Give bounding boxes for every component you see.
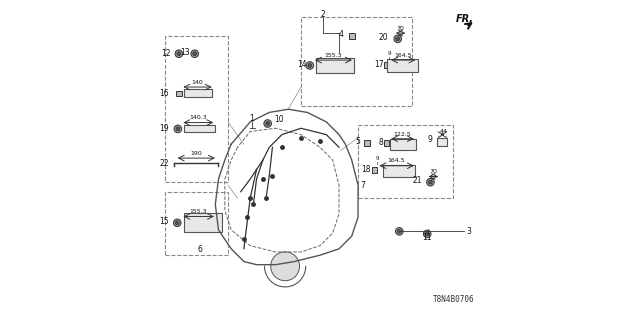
Bar: [383, 165, 415, 177]
Text: 122.5: 122.5: [394, 132, 412, 137]
Circle shape: [424, 230, 431, 238]
Text: 164.5: 164.5: [394, 53, 412, 58]
Text: 155.3: 155.3: [189, 209, 207, 214]
Text: 9: 9: [387, 51, 391, 56]
Bar: [384, 62, 390, 68]
Circle shape: [308, 64, 312, 68]
Circle shape: [174, 125, 182, 133]
Circle shape: [173, 219, 181, 227]
Bar: [184, 89, 212, 97]
Circle shape: [191, 50, 198, 58]
Text: 70: 70: [397, 26, 404, 31]
Circle shape: [429, 180, 432, 184]
Text: 140: 140: [191, 79, 204, 84]
Bar: [301, 17, 412, 106]
Text: 8: 8: [378, 138, 383, 147]
Circle shape: [177, 52, 180, 56]
Text: 18: 18: [361, 165, 371, 174]
Bar: [387, 59, 419, 72]
Text: 7: 7: [360, 181, 365, 190]
Text: 9: 9: [428, 135, 433, 144]
Circle shape: [193, 52, 196, 56]
Bar: [358, 125, 453, 198]
Bar: [390, 139, 416, 150]
Circle shape: [427, 178, 434, 186]
Text: 4: 4: [339, 29, 344, 39]
Bar: [164, 192, 228, 255]
Text: 6: 6: [197, 245, 202, 254]
Bar: [349, 33, 355, 39]
Circle shape: [266, 122, 269, 125]
Text: 11: 11: [422, 233, 432, 242]
Circle shape: [396, 37, 399, 41]
Bar: [164, 36, 228, 182]
Bar: [184, 125, 215, 132]
Text: 14: 14: [298, 60, 307, 69]
Text: 5: 5: [356, 137, 360, 146]
Text: 9: 9: [375, 156, 379, 161]
Text: 15: 15: [160, 217, 170, 226]
Bar: [372, 167, 378, 173]
Circle shape: [306, 62, 314, 69]
Bar: [184, 213, 221, 232]
Text: 17: 17: [374, 60, 383, 69]
Circle shape: [264, 120, 271, 127]
Text: 10: 10: [274, 115, 284, 124]
Text: 1: 1: [250, 114, 254, 123]
Bar: [316, 58, 354, 73]
Circle shape: [396, 228, 403, 235]
Bar: [176, 91, 182, 96]
Text: 22: 22: [160, 159, 170, 168]
Bar: [364, 140, 370, 146]
Text: FR.: FR.: [456, 14, 474, 24]
Circle shape: [175, 221, 179, 225]
Text: T8N4B0706: T8N4B0706: [433, 295, 474, 304]
Circle shape: [271, 252, 300, 281]
Circle shape: [175, 50, 182, 58]
Text: 3: 3: [466, 227, 471, 236]
Text: 20: 20: [379, 33, 388, 42]
Circle shape: [426, 232, 429, 236]
Circle shape: [394, 35, 401, 43]
Text: 155.3: 155.3: [324, 53, 342, 58]
Circle shape: [176, 127, 180, 131]
Text: 44: 44: [440, 129, 448, 134]
Text: 12: 12: [161, 49, 170, 58]
Text: 2: 2: [320, 10, 325, 19]
Text: 164.5: 164.5: [388, 158, 405, 164]
Bar: [384, 140, 390, 146]
Text: 140.3: 140.3: [189, 115, 207, 120]
Circle shape: [397, 229, 401, 233]
Text: 70: 70: [429, 169, 437, 174]
Text: 13: 13: [180, 48, 190, 57]
Text: 19: 19: [160, 124, 170, 133]
Bar: [437, 138, 447, 146]
Text: 21: 21: [412, 176, 422, 185]
Text: 190: 190: [191, 150, 202, 156]
Text: 16: 16: [160, 89, 170, 98]
